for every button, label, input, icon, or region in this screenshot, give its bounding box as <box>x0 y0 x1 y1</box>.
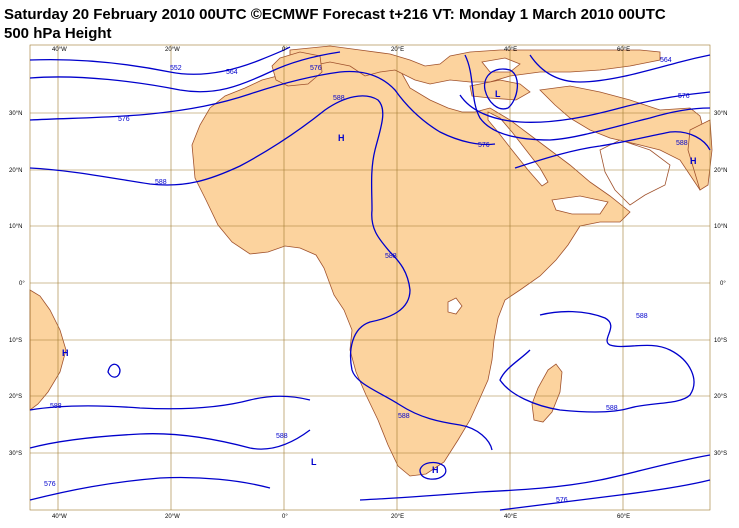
lake-victoria <box>447 297 463 315</box>
lat-label: 30°N <box>714 111 727 117</box>
contour-576-se <box>499 479 711 511</box>
contour-label: 588 <box>333 95 345 102</box>
high-centre-marker: H <box>338 133 345 143</box>
arabian-sea-cut <box>599 139 671 206</box>
lon-label: 60°E <box>617 47 630 53</box>
contour-high-loop-s <box>419 461 447 480</box>
contour-label: 588 <box>398 413 410 420</box>
lat-label: 30°S <box>714 451 727 457</box>
lon-label: 0° <box>282 514 288 520</box>
lat-labels-right: 30°N 20°N 10°N 0° 10°S 20°S 30°S <box>714 111 727 457</box>
lon-labels-top: 40°W 20°W 0° 20°E 40°E 60°E <box>52 47 630 53</box>
lat-label: 10°N <box>9 224 22 230</box>
lat-label: 0° <box>19 281 25 287</box>
contour-label-layer: 552 564 576 588 576 588 576 588 588 588 … <box>44 57 690 504</box>
lat-label: 20°S <box>9 394 22 400</box>
lat-label: 10°S <box>9 338 22 344</box>
lon-label: 20°W <box>165 47 180 53</box>
lat-label: 30°S <box>9 451 22 457</box>
contour-576-south <box>29 476 271 501</box>
contour-576-sw <box>29 429 311 450</box>
contour-label: 588 <box>636 313 648 320</box>
contour-552 <box>29 46 291 75</box>
chart-title-line2: 500 hPa Height <box>4 25 112 42</box>
lon-label: 40°W <box>52 514 67 520</box>
height-contours <box>29 46 711 511</box>
lon-label: 20°E <box>391 514 404 520</box>
lat-label: 0° <box>720 281 726 287</box>
lat-label: 20°S <box>714 394 727 400</box>
contour-low-loop <box>483 68 518 110</box>
lon-label: 40°E <box>504 514 517 520</box>
lon-label: 0° <box>282 47 288 53</box>
contour-small-loop <box>107 363 121 378</box>
chart-title-line1: Saturday 20 February 2010 00UTC ©ECMWF F… <box>4 6 666 23</box>
contour-label: 576 <box>118 116 130 123</box>
contour-576-arabia <box>459 91 711 123</box>
contour-label: 576 <box>478 142 490 149</box>
pressure-centres: H H L H L H <box>62 89 697 475</box>
contour-588-south <box>359 454 711 501</box>
contour-label: 552 <box>170 65 182 72</box>
lat-labels-left: 30°N 20°N 10°N 0° 10°S 20°S 30°S <box>9 111 25 457</box>
lat-label: 10°S <box>714 338 727 344</box>
contour-label: 576 <box>44 481 56 488</box>
lon-label: 40°W <box>52 47 67 53</box>
black-sea-cut <box>481 57 521 73</box>
lat-label: 30°N <box>9 111 22 117</box>
contour-576 <box>29 70 496 146</box>
south-america-landmass <box>29 289 67 411</box>
low-centre-marker: L <box>495 89 501 99</box>
high-centre-marker: H <box>690 156 697 166</box>
contour-label: 564 <box>226 69 238 76</box>
madagascar <box>531 363 563 423</box>
contour-label: 588 <box>385 253 397 260</box>
lat-label: 20°N <box>9 168 22 174</box>
lon-label: 60°E <box>617 514 630 520</box>
contour-588-east <box>499 310 695 413</box>
contour-label: 576 <box>556 497 568 504</box>
graticule <box>29 44 711 511</box>
gulf-of-aden-cut <box>551 195 609 215</box>
contour-564-ne <box>529 54 711 83</box>
contour-564 <box>29 51 341 93</box>
contour-588-west <box>29 395 311 411</box>
india-landmass <box>687 119 713 191</box>
africa-landmass <box>191 57 631 477</box>
contour-576-ne <box>464 54 711 141</box>
lon-label: 20°W <box>165 514 180 520</box>
lat-label: 10°N <box>714 224 727 230</box>
contour-label: 588 <box>606 405 618 412</box>
contour-label: 588 <box>276 433 288 440</box>
contour-label: 576 <box>310 65 322 72</box>
contour-label: 588 <box>50 403 62 410</box>
contour-588-north <box>29 95 493 451</box>
contour-588-ne <box>514 131 711 169</box>
contour-label: 564 <box>660 57 672 64</box>
high-centre-marker: H <box>432 465 439 475</box>
contour-label: 576 <box>678 93 690 100</box>
contour-label: 588 <box>676 140 688 147</box>
lon-label: 20°E <box>391 47 404 53</box>
high-centre-marker: H <box>62 348 69 358</box>
contour-label: 588 <box>155 179 167 186</box>
lon-label: 40°E <box>504 47 517 53</box>
lon-labels-bottom: 40°W 20°W 0° 20°E 40°E 60°E <box>52 514 630 520</box>
low-centre-marker: L <box>311 457 317 467</box>
lat-label: 20°N <box>714 168 727 174</box>
